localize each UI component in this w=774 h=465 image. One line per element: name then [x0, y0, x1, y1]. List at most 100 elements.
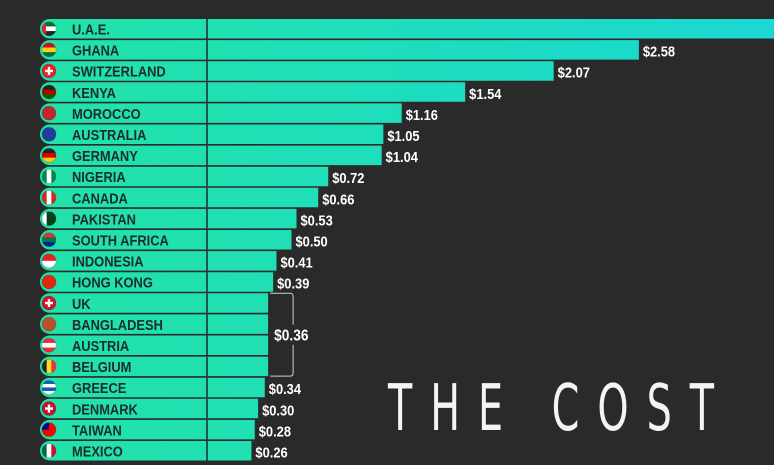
bar-row: SWITZERLAND $2.07 [40, 61, 590, 81]
bar [40, 356, 269, 377]
belgium-flag-icon [41, 358, 57, 374]
country-label: INDONESIA [72, 253, 144, 270]
bangladesh-flag-icon [41, 316, 57, 332]
value-label: $2.07 [558, 64, 590, 81]
value-label: $0.72 [332, 169, 364, 186]
bar-row: MOROCCO $1.16 [40, 103, 438, 123]
bar [40, 230, 292, 250]
bar [40, 398, 259, 419]
bar [40, 272, 274, 292]
bar [40, 103, 402, 123]
country-label: GREECE [72, 379, 126, 396]
indonesia-flag-icon [41, 253, 57, 269]
country-label: UK [72, 295, 91, 312]
bar-row: NIGERIA $0.72 [40, 166, 365, 187]
bar [40, 208, 297, 229]
country-label: DENMARK [72, 400, 138, 417]
country-label: HONG KONG [72, 274, 153, 291]
value-label: $0.66 [322, 190, 354, 207]
bar-row: U.A.E. [40, 19, 774, 39]
bar-row: TAIWAN $0.28 [40, 419, 291, 440]
country-label: U.A.E. [72, 21, 110, 38]
bar-row: PAKISTAN $0.53 [40, 208, 333, 229]
value-label: $1.16 [406, 106, 438, 123]
bar-row: GERMANY $1.04 [40, 145, 418, 166]
bar-row: BANGLADESH [40, 314, 269, 334]
pakistan-flag-icon [41, 211, 57, 227]
bar [40, 377, 265, 398]
uk-flag-icon [41, 295, 57, 311]
bar [40, 419, 255, 440]
country-label: BELGIUM [72, 358, 131, 375]
bar [40, 251, 277, 271]
value-label: $0.30 [262, 401, 294, 418]
value-label: $2.58 [643, 43, 675, 60]
bar [40, 61, 554, 81]
value-label: $0.39 [277, 275, 309, 292]
country-label: TAIWAN [72, 421, 122, 438]
country-label: SWITZERLAND [72, 63, 166, 80]
country-label: KENYA [72, 84, 116, 101]
kenya-flag-icon [41, 84, 57, 100]
country-label: SOUTH AFRICA [72, 232, 169, 249]
country-label: GERMANY [72, 147, 138, 164]
bar-row: GHANA $2.58 [40, 40, 675, 60]
bar [40, 40, 639, 60]
bar-row: AUSTRIA [40, 335, 269, 355]
value-label: $0.34 [269, 380, 301, 397]
bar-row: BELGIUM [40, 356, 269, 377]
country-label: NIGERIA [72, 168, 126, 185]
bar [40, 145, 382, 166]
country-label: CANADA [72, 189, 128, 206]
bar-row: UK [40, 293, 269, 313]
bar [40, 187, 319, 208]
bar [40, 441, 252, 461]
bar-row: MEXICO $0.26 [40, 441, 288, 461]
hong-kong-flag-icon [41, 274, 57, 290]
value-label: $0.41 [280, 254, 312, 271]
country-label: AUSTRIA [72, 337, 129, 354]
bar-row: AUSTRALIA $1.05 [40, 124, 420, 144]
canada-flag-icon [41, 190, 57, 206]
bar-row: SOUTH AFRICA $0.50 [40, 230, 328, 250]
germany-flag-icon [41, 147, 57, 163]
value-label: $0.53 [301, 211, 333, 228]
ghana-flag-icon [41, 42, 57, 58]
switzerland-flag-icon [41, 63, 57, 79]
value-label: $1.54 [469, 85, 501, 102]
nigeria-flag-icon [41, 168, 57, 184]
bar [40, 19, 774, 39]
bar [40, 166, 329, 187]
country-label: BANGLADESH [72, 316, 163, 333]
country-label: MEXICO [72, 443, 123, 460]
bar-row: DENMARK $0.30 [40, 398, 295, 419]
country-label: MOROCCO [72, 105, 141, 122]
country-label: GHANA [72, 42, 119, 59]
value-label: $0.28 [259, 422, 291, 439]
mexico-flag-icon [41, 443, 57, 459]
value-label: $0.50 [296, 233, 328, 250]
greece-flag-icon [41, 379, 57, 395]
morocco-flag-icon [41, 105, 57, 121]
bar [40, 124, 384, 144]
bar-row: KENYA $1.54 [40, 82, 502, 102]
austria-flag-icon [41, 337, 57, 353]
country-label: AUSTRALIA [72, 126, 146, 143]
value-label: $0.26 [255, 444, 287, 461]
taiwan-flag-icon [41, 422, 57, 438]
bar-row: INDONESIA $0.41 [40, 251, 313, 271]
bar-row: GREECE $0.34 [40, 377, 301, 398]
bar-row: CANADA $0.66 [40, 187, 355, 208]
uae-flag-icon [41, 21, 57, 37]
australia-flag-icon [41, 126, 57, 142]
bar-row: HONG KONG $0.39 [40, 272, 310, 292]
bar [40, 293, 269, 313]
bar [40, 314, 269, 334]
denmark-flag-icon [41, 401, 57, 417]
south-africa-flag-icon [41, 232, 57, 248]
chart-title: THE COST [388, 372, 732, 446]
bar [40, 335, 269, 355]
group-bracket: $0.36 [270, 292, 315, 377]
country-label: PAKISTAN [72, 210, 136, 227]
